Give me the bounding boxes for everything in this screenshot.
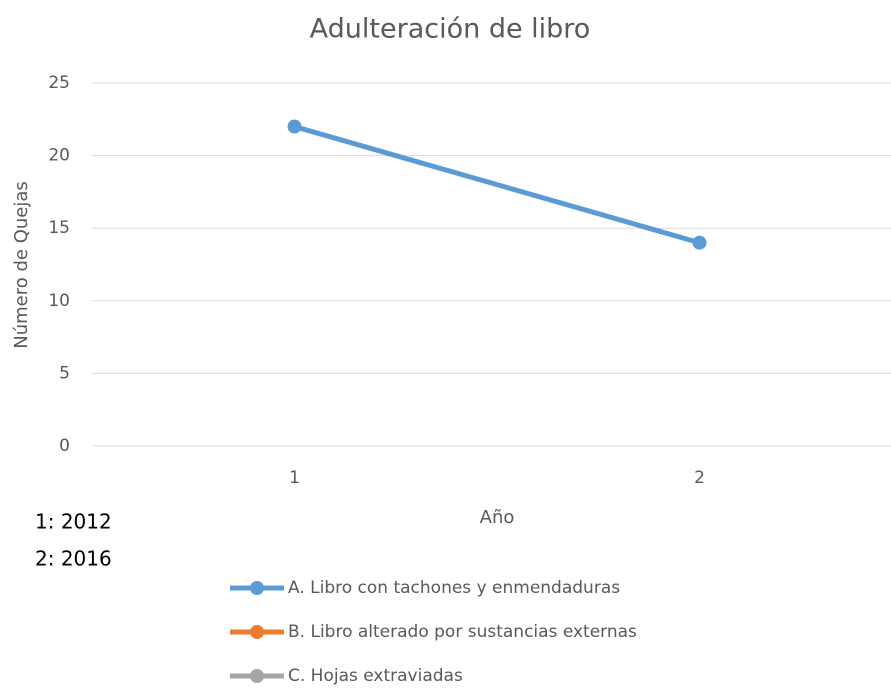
chart-title: Adulteración de libro (310, 14, 591, 45)
data-point (692, 235, 707, 250)
legend-label: B. Libro alterado por sustancias externa… (288, 622, 637, 642)
data-point (287, 119, 302, 134)
x-axis-label: Año (480, 507, 515, 528)
series-line (292, 124, 702, 246)
legend-marker (250, 669, 264, 683)
y-tick-label: 25 (48, 73, 70, 93)
y-tick-label: 0 (59, 436, 70, 456)
y-tick-label: 20 (48, 146, 70, 166)
y-tick-label: 5 (59, 363, 70, 383)
y-tick-label: 15 (48, 218, 70, 238)
legend-marker (250, 581, 264, 595)
legend-label: C. Hojas extraviadas (288, 666, 463, 686)
legend-marker (250, 625, 264, 639)
y-tick-label: 10 (48, 291, 70, 311)
annotation: 1: 2012 (35, 510, 112, 534)
annotation: 2: 2016 (35, 547, 112, 571)
legend-label: A. Libro con tachones y enmendaduras (288, 578, 620, 598)
y-axis-label: Número de Quejas (11, 181, 32, 349)
x-tick-label: 2 (694, 468, 705, 488)
x-tick-label: 1 (289, 468, 300, 488)
